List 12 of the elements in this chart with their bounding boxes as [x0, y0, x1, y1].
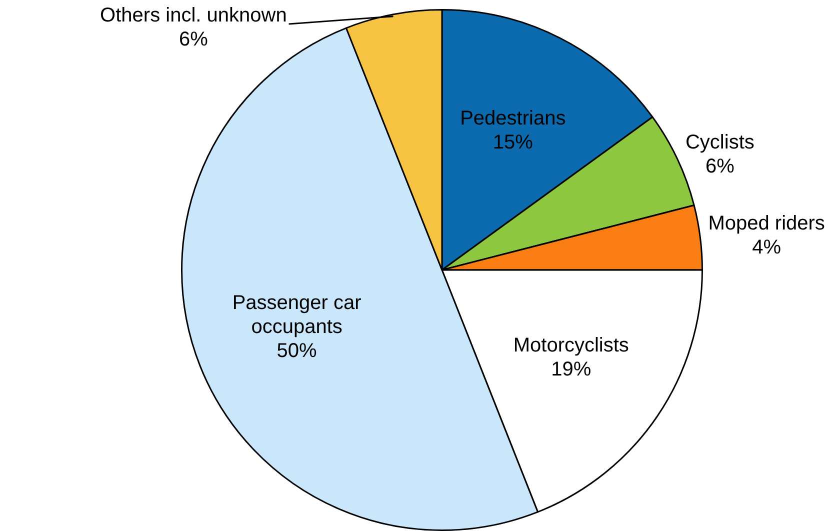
data-label: 6%: [178, 28, 208, 51]
data-label: 50%: [276, 340, 318, 362]
data-label: 15%: [492, 131, 534, 154]
data-label: 6%: [705, 155, 735, 178]
slice-label: Moped riders: [708, 212, 825, 235]
slice-label: Motorcyclists: [513, 334, 629, 356]
data-label: 19%: [551, 358, 592, 380]
slice-label: Cyclists: [685, 131, 754, 154]
slice-label: Pedestrians: [460, 107, 566, 130]
data-label: 4%: [752, 236, 782, 259]
slice-label: Passenger car occupants: [232, 292, 362, 338]
slice-label: Others incl. unknown: [100, 4, 287, 27]
